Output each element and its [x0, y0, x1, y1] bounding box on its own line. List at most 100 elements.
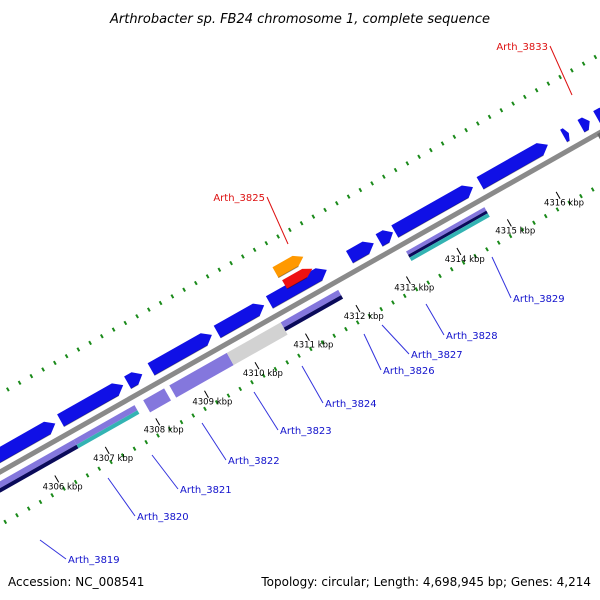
backbone-line [0, 129, 600, 475]
gene-label-connector [363, 333, 382, 371]
inner-tick [109, 459, 113, 465]
scale-tick-label: 4315 kbp [495, 226, 535, 236]
outer-tick [311, 214, 316, 219]
inner-tick [532, 220, 536, 225]
outer-tick [17, 380, 22, 386]
outer-tick [428, 147, 433, 153]
outer-tick [358, 187, 363, 193]
outer-tick [240, 254, 245, 259]
forward-gene-arrow-edge [0, 433, 52, 464]
inner-tick [167, 426, 172, 432]
scale-track: 4306 kbp 4307 kbp 4308 kbp 4309 kbp 4310 kbp… [43, 191, 584, 492]
highlight-gene-arrow-orange-edge [278, 265, 299, 279]
gene-label-connector [491, 256, 512, 299]
forward-gene-arrow [265, 268, 327, 309]
inner-tick [261, 373, 266, 378]
inner-tick [379, 306, 384, 312]
outer-tick [229, 260, 233, 266]
forward-gene-arrow [391, 185, 473, 238]
forward-gene-arrow-edge [352, 253, 370, 264]
inner-tick [273, 366, 278, 372]
chromosome-backbone [0, 129, 600, 475]
outer-tick [193, 280, 198, 286]
forward-gene-arrow-edge [220, 315, 261, 339]
forward-gene-arrow-edge [272, 279, 323, 309]
inner-tick [414, 286, 419, 292]
forward-gene-arrow [476, 143, 548, 190]
feature-bar [409, 213, 490, 261]
feature-bar [0, 444, 79, 493]
inner-tick [320, 340, 325, 345]
forward-gene-arrow-edge [566, 140, 570, 143]
inner-tick [85, 473, 90, 478]
gene-label-connector [253, 391, 279, 431]
scale-tick [54, 475, 60, 483]
scale-tick-label: 4311 kbp [293, 341, 333, 351]
gene-label: Arth_3820 [137, 512, 189, 523]
inner-tick [226, 393, 231, 398]
forward-gene-arrow [560, 128, 570, 142]
forward-gene-arrow [147, 333, 212, 376]
forward-gene-arrow-edge [130, 384, 139, 390]
feature-bar [283, 295, 344, 332]
inner-tick-track [3, 187, 595, 525]
scale-tick [204, 390, 209, 398]
inner-tick [132, 446, 137, 451]
outer-tick [558, 74, 562, 80]
outer-tick [64, 353, 69, 359]
forward-gene-arrow [57, 383, 124, 427]
scale-tick [104, 446, 110, 455]
gene-label-connector [107, 477, 136, 517]
forward-gene-arrow [375, 230, 393, 247]
outer-tick [593, 54, 598, 60]
outer-tick [464, 127, 468, 133]
outer-tick [323, 207, 327, 213]
outer-tick [334, 201, 339, 206]
outer-tick [452, 134, 457, 140]
scale-tick-label: 4316 kbp [544, 199, 584, 209]
forward-gene-arrow [124, 372, 143, 389]
inner-tick [214, 399, 219, 405]
outer-tick [299, 220, 304, 226]
inner-tick [26, 506, 31, 511]
forward-gene-arrow-edge [382, 242, 390, 247]
gene-label: Arth_3833 [496, 42, 548, 53]
gene-label: Arth_3827 [411, 350, 463, 361]
outer-tick [6, 387, 10, 392]
inner-tick [402, 293, 407, 299]
highlight-gene-arrow-red [282, 268, 313, 289]
forward-gene-arrow-edge [63, 395, 120, 428]
outer-tick [581, 61, 586, 66]
inner-tick [508, 233, 513, 239]
inner-tick [332, 333, 337, 338]
scale-tick [305, 333, 310, 341]
outer-tick [158, 300, 163, 306]
gene-label: Arth_3822 [228, 456, 280, 467]
scale-tick-label: 4314 kbp [445, 255, 485, 265]
scale-tick [506, 219, 512, 227]
scale-tick-label: 4306 kbp [43, 482, 83, 492]
inner-tick [520, 227, 525, 232]
outer-tick [146, 307, 151, 312]
genome-track: 4306 kbp 4307 kbp 4308 kbp 4309 kbp 4310 kbp… [0, 42, 600, 566]
inner-tick [391, 300, 395, 305]
outer-tick [405, 161, 410, 166]
outer-tick [217, 267, 222, 272]
outer-tick [100, 334, 104, 339]
inner-tick [473, 253, 478, 259]
outer-tick [370, 181, 374, 186]
inner-tick [203, 406, 207, 412]
inner-tick [367, 313, 372, 319]
inner-tick [97, 466, 102, 471]
outer-tick [111, 327, 116, 332]
scale-tick [254, 361, 260, 370]
inner-tick [38, 499, 43, 505]
inner-tick [179, 419, 184, 425]
outer-tick [487, 114, 492, 120]
gene-label-connector [425, 303, 445, 336]
inner-tick [355, 320, 360, 325]
inner-tick [50, 493, 55, 498]
feature-bar [280, 289, 342, 328]
outer-tick [41, 367, 45, 372]
outer-tick [522, 94, 527, 100]
